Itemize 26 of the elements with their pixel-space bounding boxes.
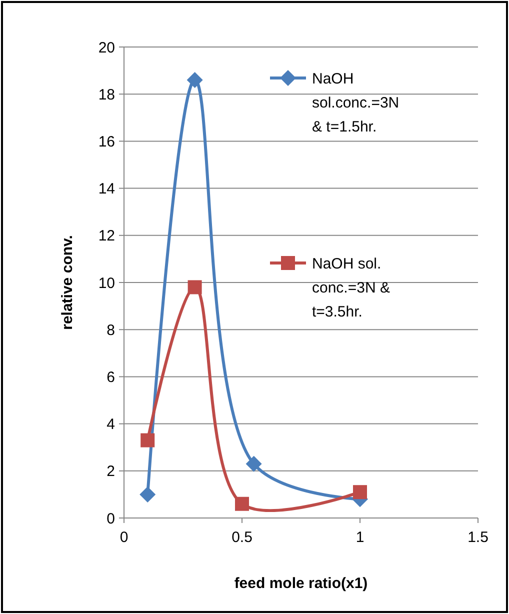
point xyxy=(140,433,155,448)
y-axis-title: relative conv. xyxy=(59,235,76,330)
point xyxy=(353,485,367,500)
y-tick-label: 4 xyxy=(106,416,115,434)
x-tick-label: 0.5 xyxy=(232,529,252,546)
legend-label: NaOH sol.conc.=3N & t=1.5hr. xyxy=(312,70,400,136)
point xyxy=(246,456,262,472)
y-tick-label: 12 xyxy=(98,228,115,245)
x-axis-title: feed mole ratio(x1) xyxy=(234,575,368,592)
y-tick-label: 10 xyxy=(98,274,115,292)
point xyxy=(186,72,203,88)
legend-label: NaOH sol. conc.=3N & t=3.5hr. xyxy=(312,255,390,320)
point xyxy=(140,486,156,502)
y-tick-label: 20 xyxy=(98,39,115,56)
x-tick-label: 1 xyxy=(356,529,364,546)
x-tick-label: 0 xyxy=(120,529,128,546)
y-tick-label: 6 xyxy=(106,368,115,386)
y-tick-label: 8 xyxy=(106,322,115,339)
y-tick-label: 16 xyxy=(98,133,115,150)
y-tick-label: 0 xyxy=(106,510,115,528)
y-tick-label: 18 xyxy=(98,86,115,104)
y-tick-label: 2 xyxy=(106,463,115,480)
y-tick-label: 14 xyxy=(98,180,115,198)
point xyxy=(188,280,202,294)
x-tick-label: 1.5 xyxy=(468,529,488,546)
point xyxy=(235,496,249,511)
